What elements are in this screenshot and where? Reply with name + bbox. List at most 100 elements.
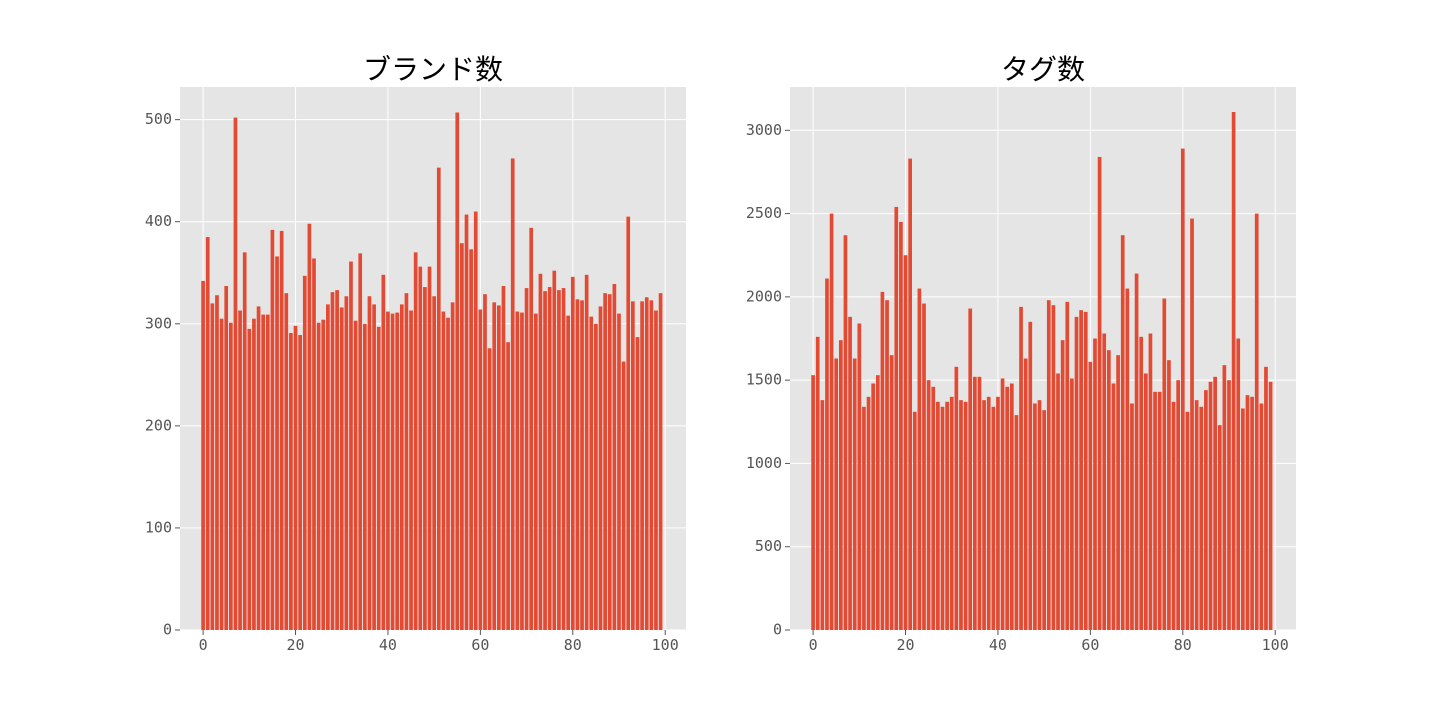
bar bbox=[991, 406, 996, 630]
bar bbox=[1014, 415, 1019, 630]
y-tick-label: 300 bbox=[145, 314, 172, 332]
bar bbox=[912, 411, 917, 630]
bar bbox=[487, 348, 492, 630]
bar bbox=[963, 401, 968, 630]
bar bbox=[265, 314, 270, 630]
y-tick-label: 0 bbox=[773, 621, 782, 639]
y-tick-label: 500 bbox=[755, 537, 782, 555]
bar bbox=[815, 336, 820, 630]
bar bbox=[1005, 386, 1010, 630]
bar bbox=[1000, 378, 1005, 630]
bar bbox=[510, 158, 515, 630]
bar bbox=[284, 293, 289, 630]
bar bbox=[386, 311, 390, 630]
bar bbox=[631, 301, 635, 630]
x-tick-label: 80 bbox=[1174, 636, 1192, 654]
bar bbox=[339, 307, 344, 630]
bar bbox=[843, 235, 848, 631]
bar bbox=[820, 400, 825, 630]
bar bbox=[381, 274, 386, 630]
bar bbox=[353, 320, 358, 630]
bar bbox=[302, 275, 307, 630]
bar bbox=[1074, 316, 1079, 630]
bar bbox=[358, 253, 363, 630]
chart-title: タグ数 bbox=[1001, 53, 1085, 86]
bar bbox=[501, 286, 506, 630]
bar bbox=[432, 296, 437, 630]
bar bbox=[279, 230, 284, 631]
bar bbox=[811, 375, 815, 630]
bar bbox=[580, 300, 584, 630]
bar bbox=[1060, 340, 1065, 630]
x-tick-label: 0 bbox=[809, 636, 818, 654]
bar bbox=[469, 249, 473, 630]
x-tick-label: 20 bbox=[896, 636, 914, 654]
bar bbox=[1051, 305, 1056, 630]
bar bbox=[210, 303, 215, 630]
bar bbox=[982, 400, 986, 630]
bar bbox=[972, 376, 977, 630]
bar bbox=[959, 400, 963, 630]
bar bbox=[289, 332, 293, 630]
bar bbox=[330, 292, 335, 630]
bar bbox=[589, 316, 594, 630]
bar bbox=[1204, 390, 1208, 630]
bar bbox=[1019, 306, 1023, 630]
bar bbox=[1130, 403, 1134, 630]
bar bbox=[450, 302, 455, 630]
bar bbox=[201, 280, 205, 630]
bar bbox=[1171, 401, 1176, 630]
bar bbox=[1042, 410, 1047, 630]
bar bbox=[612, 283, 617, 630]
bar bbox=[455, 112, 460, 631]
bar bbox=[621, 361, 626, 630]
bar bbox=[399, 304, 404, 630]
bar bbox=[404, 293, 409, 630]
bar bbox=[654, 310, 658, 630]
bar bbox=[275, 256, 279, 630]
bar bbox=[497, 305, 501, 630]
bar bbox=[256, 306, 261, 630]
bar bbox=[1227, 380, 1231, 630]
chart-2: 0 500 1000 1500 2000 2500 3000 0 20 40 60 80 100 タグ数 bbox=[746, 53, 1296, 654]
x-tick-label: 100 bbox=[652, 636, 679, 654]
bar bbox=[557, 290, 561, 630]
bar bbox=[940, 406, 945, 630]
bar bbox=[533, 313, 538, 630]
bar bbox=[349, 261, 353, 630]
bar bbox=[1231, 111, 1236, 630]
bar bbox=[1111, 383, 1116, 630]
bar bbox=[441, 311, 446, 630]
x-tick-label: 80 bbox=[564, 636, 582, 654]
bar bbox=[644, 297, 649, 630]
bar bbox=[460, 243, 464, 631]
bar bbox=[529, 227, 534, 630]
bar bbox=[423, 287, 427, 630]
bar bbox=[307, 223, 312, 630]
bar bbox=[1134, 273, 1139, 630]
bar bbox=[848, 316, 852, 630]
bar bbox=[538, 273, 543, 630]
bar bbox=[326, 304, 330, 630]
bar bbox=[1259, 403, 1264, 630]
bar bbox=[252, 318, 256, 630]
y-tick-label: 1500 bbox=[746, 371, 782, 389]
bar bbox=[875, 375, 880, 630]
bar bbox=[607, 294, 612, 630]
bar bbox=[829, 213, 834, 630]
bar bbox=[1157, 391, 1162, 630]
y-tick-label: 3000 bbox=[746, 121, 782, 139]
bar bbox=[247, 328, 252, 630]
bar bbox=[931, 386, 936, 630]
bar bbox=[1102, 333, 1107, 630]
bar bbox=[936, 401, 940, 630]
y-tick-label: 0 bbox=[163, 621, 172, 639]
bar bbox=[949, 396, 954, 630]
bar bbox=[977, 376, 982, 630]
bar bbox=[1139, 336, 1144, 630]
y-tick-label: 400 bbox=[145, 212, 172, 230]
y-tick-label: 200 bbox=[145, 416, 172, 434]
bar bbox=[418, 266, 423, 630]
bar bbox=[1167, 360, 1171, 630]
bar bbox=[1093, 338, 1097, 630]
